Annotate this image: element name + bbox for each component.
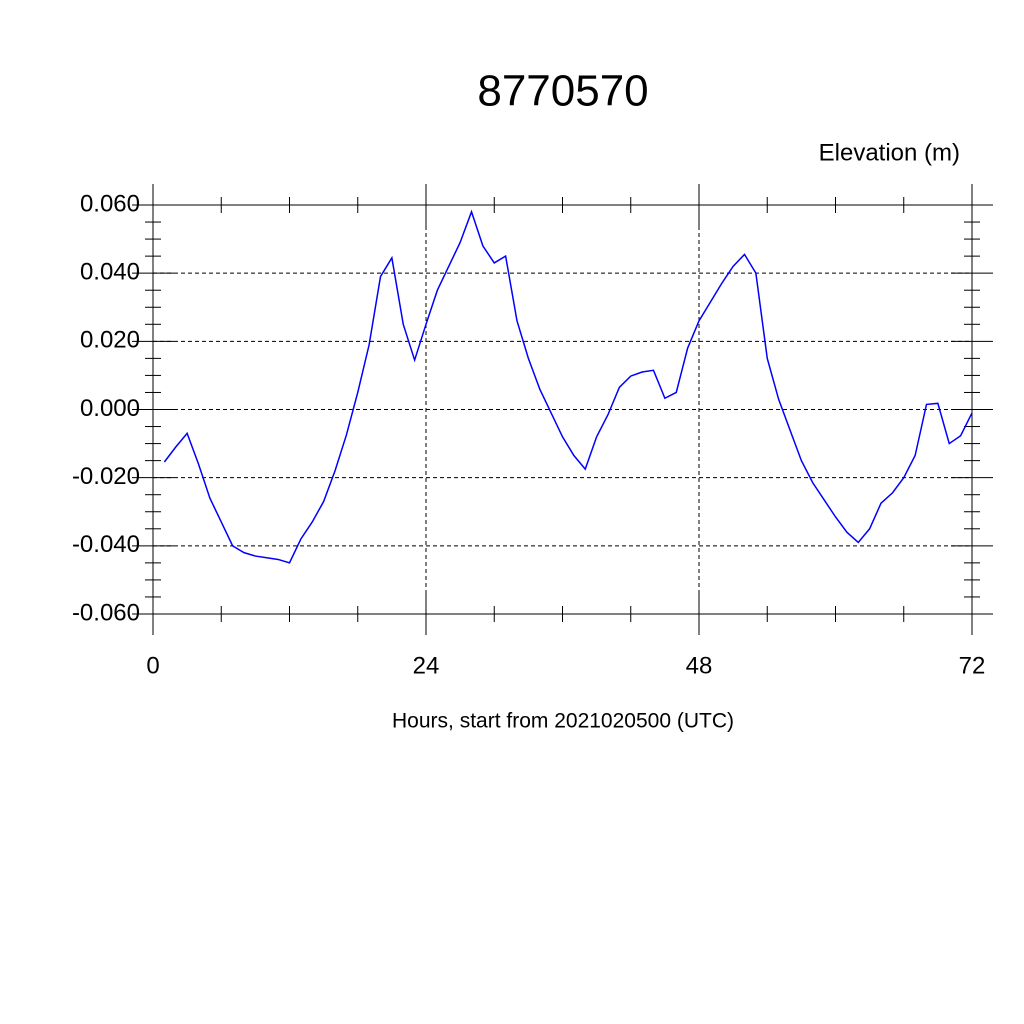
- y-tick-label: 0.060: [80, 190, 140, 217]
- y-tick-label: -0.020: [72, 463, 140, 490]
- x-tick-label: 24: [413, 652, 440, 679]
- x-tick-label: 0: [146, 652, 159, 679]
- x-axis-label: Hours, start from 2021020500 (UTC): [392, 710, 734, 733]
- plot-frame: [152, 204, 973, 615]
- y-tick-label: 0.040: [80, 259, 140, 286]
- chart-title: 8770570: [477, 67, 648, 116]
- y-tick-label: 0.000: [80, 395, 140, 422]
- y-axis-label: Elevation (m): [819, 139, 960, 166]
- data-line: [163, 209, 973, 564]
- y-tick-label: -0.060: [72, 599, 140, 626]
- x-tick-label: 72: [959, 652, 986, 679]
- y-tick-label: -0.040: [72, 531, 140, 558]
- y-tick-label: 0.020: [80, 327, 140, 354]
- x-tick-label: 48: [686, 652, 713, 679]
